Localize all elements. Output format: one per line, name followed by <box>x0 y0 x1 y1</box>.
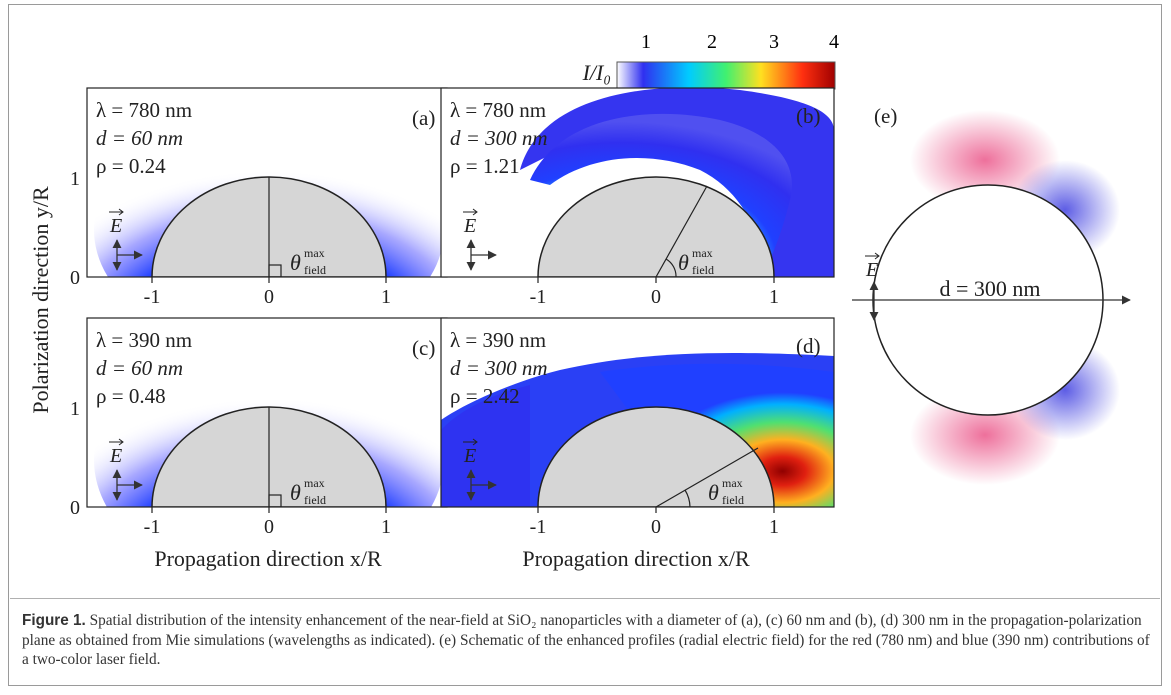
colorbar-tick-3: 3 <box>769 31 779 53</box>
xtick-c-neg1: -1 <box>144 516 161 538</box>
panel-b-d: d = 300 nm <box>450 126 548 150</box>
caption-divider <box>10 598 1160 599</box>
panel-c-lambda: λ = 390 nm <box>96 328 192 352</box>
panel-c-d: d = 60 nm <box>96 356 183 380</box>
ytick-c-1: 1 <box>70 398 80 420</box>
panel-a-rho: ρ = 0.24 <box>96 154 166 178</box>
xtick-b-1: 1 <box>769 286 779 308</box>
field-symbol-d: E <box>463 445 476 467</box>
colorbar-label: I/I₀ <box>582 60 611 85</box>
ytick-c-0: 0 <box>70 497 80 519</box>
panel-d-d: d = 300 nm <box>450 356 548 380</box>
panel-d-lambda: λ = 390 nm <box>450 328 546 352</box>
colorbar-tick-2: 2 <box>707 31 717 53</box>
x-axis-label-left: Propagation direction x/R <box>154 546 382 571</box>
theta-a-sup: max <box>304 246 325 260</box>
polarization-arrows <box>112 239 497 501</box>
field-symbol-c: E <box>109 445 122 467</box>
figure-graphic: I/I₀ 1 2 3 4 Polarization direction y/R <box>28 31 1131 571</box>
xtick-b-0: 0 <box>651 286 661 308</box>
panel-a <box>87 88 447 277</box>
panel-b-rho: ρ = 1.21 <box>450 154 520 178</box>
panel-a-labels: λ = 780 nm d = 60 nm ρ = 0.24 (a) <box>96 98 435 178</box>
panel-c-tag: (c) <box>412 336 435 360</box>
panel-b-lambda: λ = 780 nm <box>450 98 546 122</box>
xtick-a-0: 0 <box>264 286 274 308</box>
colorbar-tick-4: 4 <box>829 31 839 53</box>
xtick-d-0: 0 <box>651 516 661 538</box>
xtick-d-neg1: -1 <box>530 516 547 538</box>
xtick-a-1: 1 <box>381 286 391 308</box>
y-axis-label: Polarization direction y/R <box>28 186 53 414</box>
panel-c <box>87 318 447 507</box>
theta-d-sub: field <box>722 493 744 507</box>
panel-c-rho: ρ = 0.48 <box>96 384 166 408</box>
panel-c-labels: λ = 390 nm d = 60 nm ρ = 0.48 (c) <box>96 328 435 408</box>
panel-b <box>441 88 834 277</box>
field-symbol-a: E <box>109 215 122 237</box>
panel-e-diameter: d = 300 nm <box>939 276 1040 301</box>
theta-d-sup: max <box>722 476 743 490</box>
panel-a-tag: (a) <box>412 106 435 130</box>
field-symbol-b: E <box>463 215 476 237</box>
caption-label: Figure 1. <box>22 612 86 629</box>
theta-b-sub: field <box>692 263 714 277</box>
panel-d-labels: λ = 390 nm d = 300 nm ρ = 2.42 (d) <box>450 328 821 408</box>
panel-d-tag: (d) <box>796 334 821 358</box>
theta-c-sub: field <box>304 493 326 507</box>
theta-b-sup: max <box>692 246 713 260</box>
ytick-a-1: 1 <box>70 168 80 190</box>
panel-d-rho: ρ = 2.42 <box>450 384 520 408</box>
panel-d <box>441 318 834 507</box>
xtick-d-1: 1 <box>769 516 779 538</box>
panel-b-tag: (b) <box>796 104 821 128</box>
xtick-a-neg1: -1 <box>144 286 161 308</box>
panel-a-lambda: λ = 780 nm <box>96 98 192 122</box>
theta-d: θ <box>708 480 719 505</box>
panel-a-d: d = 60 nm <box>96 126 183 150</box>
colorbar-tick-1: 1 <box>641 31 651 53</box>
xtick-c-0: 0 <box>264 516 274 538</box>
x-axis-label-right: Propagation direction x/R <box>522 546 750 571</box>
theta-b: θ <box>678 250 689 275</box>
theta-a: θ <box>290 250 301 275</box>
field-symbol-e: E <box>865 259 878 281</box>
panel-b-labels: λ = 780 nm d = 300 nm ρ = 1.21 (b) <box>450 98 821 178</box>
panel-e-tag: (e) <box>874 104 897 128</box>
caption-text: Spatial distribution of the intensity en… <box>22 612 1150 668</box>
ytick-a-0: 0 <box>70 267 80 289</box>
colorbar-gradient <box>616 61 836 90</box>
figure-caption: Figure 1. Spatial distribution of the in… <box>22 611 1152 670</box>
theta-c-sup: max <box>304 476 325 490</box>
theta-a-sub: field <box>304 263 326 277</box>
panel-e: (e) E d = 300 nm <box>852 104 1131 485</box>
xtick-c-1: 1 <box>381 516 391 538</box>
theta-c: θ <box>290 480 301 505</box>
xtick-b-neg1: -1 <box>530 286 547 308</box>
colorbar: I/I₀ 1 2 3 4 <box>582 31 839 90</box>
